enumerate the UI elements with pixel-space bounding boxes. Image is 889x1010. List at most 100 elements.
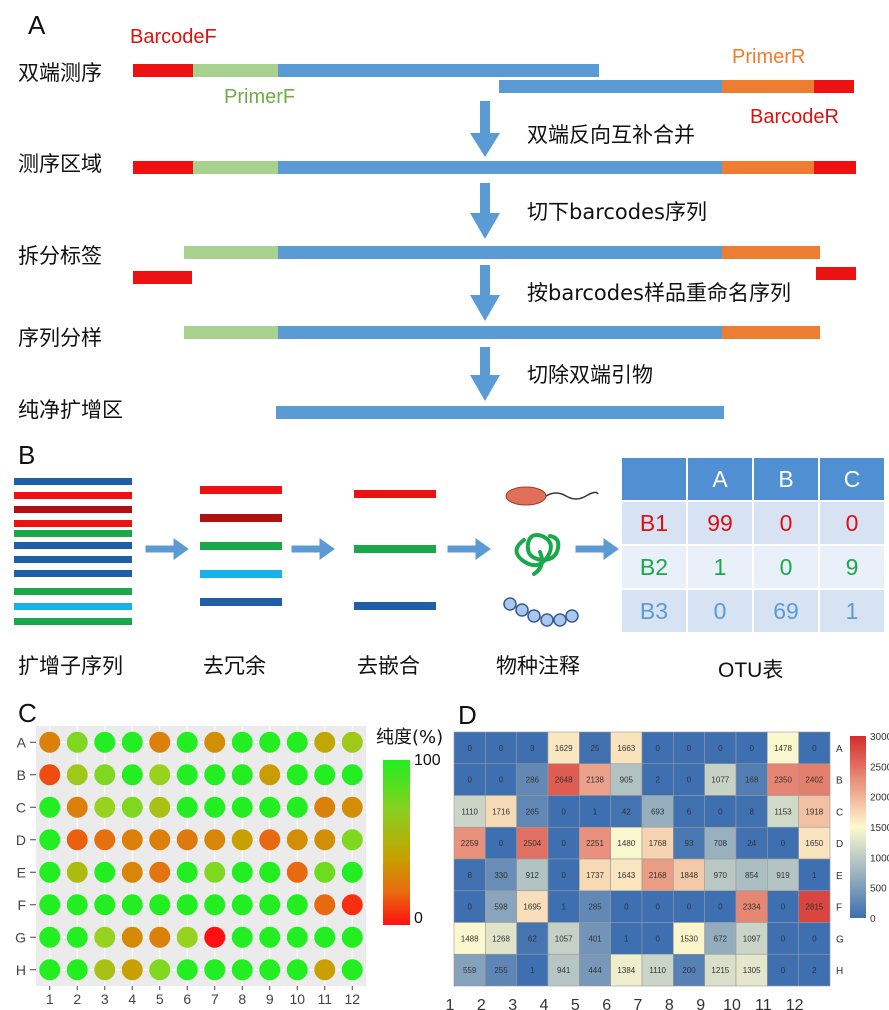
plate-well-dot [259, 829, 281, 851]
otu-cell: 0 [752, 544, 820, 590]
colorbar-tick-label: 2500 [870, 762, 889, 773]
heatmap-cell-value: 672 [714, 934, 728, 943]
plate-well-dot [149, 764, 171, 786]
plate-well-dot [94, 764, 116, 786]
plate-well-dot [259, 861, 281, 883]
heatmap-cell [547, 731, 580, 765]
heatmap-cell-value: 905 [620, 776, 634, 785]
heatmap-cell-value: 1737 [586, 871, 604, 880]
plate-well-dot [149, 959, 171, 981]
heatmap-cell [767, 763, 799, 796]
heatmap-cell-value: 3 [530, 744, 535, 753]
plate-well-dot [176, 764, 198, 786]
plate-well-dot [286, 959, 308, 981]
heatmap-cell-value: 0 [467, 776, 472, 785]
heatmap-cell [798, 858, 831, 892]
primer-f-segment [184, 326, 278, 339]
heatmap-cell-value: 1110 [461, 807, 478, 816]
heatmap-cell-value: 598 [494, 903, 508, 912]
plate-well-dot [66, 764, 88, 786]
heatmap-cell [704, 763, 737, 796]
plate-well-dot [231, 861, 253, 883]
plate-well-dot [341, 861, 363, 883]
heatmap-cell-value: 1918 [805, 807, 823, 816]
heatmap-col-label: 8 [665, 997, 674, 1010]
otu-table: A B C B1 99 0 0 B2 1 0 9 B3 0 69 1 [620, 456, 886, 634]
heatmap-cell [485, 795, 517, 828]
heatmap-cell-value: 970 [714, 871, 728, 880]
primer-r-segment [722, 246, 820, 259]
heatmap-cell [485, 890, 517, 923]
primer-f-segment [184, 246, 278, 259]
heatmap-cell-value: 0 [499, 776, 504, 785]
plate-well-dot [176, 894, 198, 916]
plate-well-dot [231, 764, 253, 786]
heatmap-cell-value: 24 [747, 839, 756, 848]
panel-b-letter: B [18, 440, 36, 470]
plate-well-dot [121, 731, 143, 753]
heatmap-cell-value: 1488 [461, 934, 479, 943]
heatmap-col-label: 2 [477, 997, 486, 1010]
barcode-f-segment [133, 161, 193, 174]
heatmap-cell-value: 0 [561, 871, 566, 880]
heatmap-cell [735, 795, 768, 828]
heatmap-cell-value: 1153 [774, 807, 792, 816]
panel-d-letter: D [458, 700, 477, 730]
heatmap-cell-value: 1 [812, 871, 817, 880]
heatmap-cell-value: 1650 [805, 839, 823, 848]
heatmap: 0 0 3 1629 25 1663 0 0 0 0 1478 00 0 286 2648 2138 905 2 0… [446, 731, 889, 1010]
heatmap-cell-value: 1768 [649, 839, 667, 848]
otu-row-id: B1 [620, 500, 688, 546]
heatmap-cell-value: 0 [812, 934, 817, 943]
plate-well-dot [176, 926, 198, 948]
heatmap-cell-value: 1478 [774, 744, 792, 753]
heatmap-cell [547, 922, 580, 955]
plate-row-label: G [15, 929, 26, 945]
heatmap-cell-value: 1530 [680, 934, 698, 943]
heatmap-col-label: 11 [755, 997, 772, 1010]
merged-read-segment [278, 161, 722, 174]
removed-barcode-r [816, 267, 856, 280]
panel-c-letter: C [18, 698, 37, 728]
plate-well-dot [176, 796, 198, 818]
heatmap-cell [579, 826, 611, 860]
heatmap-cell [516, 826, 549, 860]
plate-row-label: F [17, 897, 26, 913]
primer-r-segment [722, 326, 820, 339]
plate-well-dot [121, 894, 143, 916]
plate-well-dot [341, 796, 363, 818]
plate-col-label: 1 [46, 991, 54, 1007]
plate-col-label: 8 [238, 991, 246, 1007]
plate-well-dot [94, 959, 116, 981]
heatmap-cell-value: 1057 [555, 934, 573, 943]
row-label-split-barcode: 拆分标签 [18, 244, 102, 268]
heatmap-cell-value: 1643 [617, 871, 635, 880]
heatmap-cell [579, 763, 611, 796]
plate-col-label: 4 [128, 991, 136, 1007]
plate-well-dot [314, 829, 336, 851]
heatmap-cell-value: 0 [499, 744, 504, 753]
heatmap-cell [767, 953, 799, 987]
plate-well-dot [176, 829, 198, 851]
plate-well-dot [66, 926, 88, 948]
heatmap-col-label: 4 [540, 997, 549, 1010]
heatmap-cell-value: 0 [718, 903, 723, 912]
plate-well-dot [66, 731, 88, 753]
heatmap-cell [453, 731, 486, 765]
plate-well-dot [314, 731, 336, 753]
removed-barcode-f [133, 271, 192, 284]
heatmap-cell [579, 731, 611, 765]
stage-chimera-removal: 去嵌合 [357, 654, 420, 678]
heatmap-cell [767, 826, 799, 860]
plate-well-dot [259, 764, 281, 786]
dereplicated-reads-icon [200, 486, 282, 606]
primer-r-segment [722, 80, 814, 93]
heatmap-cell-value: 2 [812, 966, 817, 975]
heatmap-col-label: 6 [602, 997, 611, 1010]
plate-well-dot [176, 731, 198, 753]
plate-well-dot [94, 731, 116, 753]
heatmap-cell-value: 0 [781, 934, 786, 943]
plate-well-dot [149, 796, 171, 818]
down-arrow-icon [470, 265, 500, 321]
